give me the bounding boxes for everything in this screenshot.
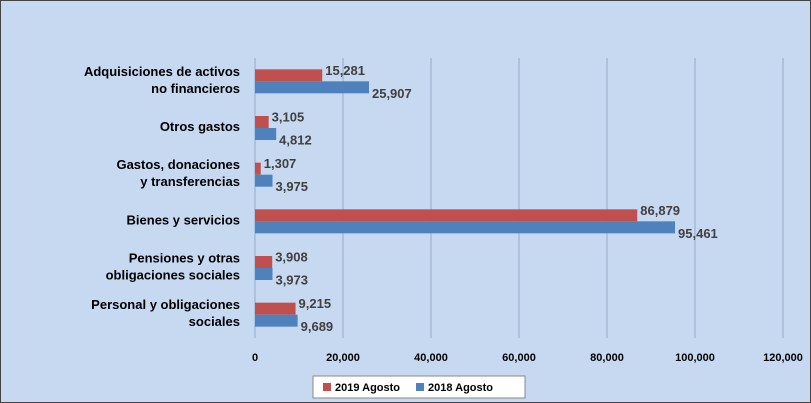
value-label: 95,461 [678,226,718,241]
bar [255,128,277,140]
y-tick-label-line: Otros gastos [160,119,240,134]
bar [255,302,296,315]
value-label: 4,812 [279,132,312,147]
bar [255,162,261,175]
bar [255,256,273,268]
y-tick-label-line: Bienes y servicios [127,213,240,228]
value-label: 3,105 [272,109,305,124]
bar [255,314,298,327]
y-tick-label-line: Adquisiciones de activos [84,64,240,79]
bar [255,174,273,187]
y-tick-label-line: Pensiones y otras [129,251,240,266]
legend-swatch [323,383,331,391]
legend-label: 2019 Agosto [335,382,400,394]
bar [255,221,676,234]
y-tick-label-line: sociales [189,315,240,330]
value-label: 3,908 [275,249,308,264]
x-tick-label: 120,000 [763,352,803,364]
x-tick-label: 40,000 [414,352,448,364]
y-tick-label-line: no financieros [151,81,240,96]
x-tick-label: 80,000 [590,352,624,364]
y-tick-label-line: y transferencias [140,175,240,190]
y-tick-label: Personal y obligaciones sociales [91,298,240,330]
y-tick-label-line: Personal y obligaciones [91,298,240,313]
y-tick-label-line: obligaciones sociales [106,268,240,283]
value-label: 25,907 [372,86,412,101]
x-tick-label: 0 [252,352,258,364]
value-label: 86,879 [640,203,680,218]
bar [255,116,269,128]
value-label: 3,973 [275,272,308,287]
legend-label: 2018 Agosto [428,382,493,394]
bar [255,209,638,222]
bar [255,268,273,280]
y-tick-label: Adquisiciones de activos no financieros [84,64,240,96]
y-tick-label-line: Gastos, donaciones [116,158,240,173]
y-tick-label: Gastos, donaciones y transferencias [116,158,240,190]
value-label: 15,281 [325,63,365,78]
value-label: 9,689 [301,319,334,334]
y-tick-label: Otros gastos [160,119,240,134]
x-tick-label: 60,000 [502,352,536,364]
y-tick-label: Pensiones y otras obligaciones sociales [106,251,240,283]
y-tick-label: Bienes y servicios [127,213,240,228]
bar [255,69,323,82]
legend-swatch [416,383,425,391]
x-tick-label: 100,000 [675,352,715,364]
bar [255,81,369,94]
x-tick-label: 20,000 [326,352,360,364]
value-label: 9,215 [299,296,332,311]
value-label: 3,975 [275,179,308,194]
value-label: 1,307 [264,156,297,171]
